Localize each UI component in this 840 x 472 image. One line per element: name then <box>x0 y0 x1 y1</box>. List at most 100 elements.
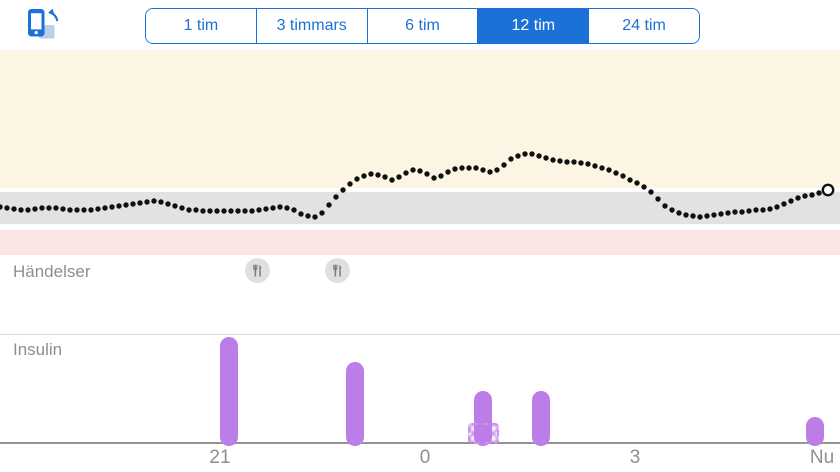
glucose-reading-dot <box>515 153 521 159</box>
glucose-reading-dot <box>403 170 409 176</box>
glucose-reading-dot <box>39 205 45 211</box>
glucose-reading-dot <box>67 207 73 213</box>
glucose-reading-dot <box>697 214 703 220</box>
glucose-reading-dot <box>438 173 444 179</box>
glucose-reading-dot <box>564 159 570 165</box>
glucose-reading-dot <box>214 208 220 214</box>
glucose-reading-dot <box>354 176 360 182</box>
glucose-reading-dot <box>60 206 66 212</box>
glucose-reading-dot <box>571 159 577 165</box>
glucose-reading-dot <box>459 165 465 171</box>
glucose-reading-dot <box>774 204 780 210</box>
segment-1h[interactable]: 1 tim <box>146 9 257 43</box>
glucose-reading-dot <box>319 210 325 216</box>
glucose-reading-dot <box>382 174 388 180</box>
glucose-reading-dot <box>809 192 815 198</box>
glucose-reading-dot <box>368 171 374 177</box>
meal-event-icon[interactable] <box>324 257 350 283</box>
time-axis <box>0 442 840 444</box>
glucose-reading-dot <box>508 156 514 162</box>
glucose-reading-dot <box>151 198 157 204</box>
glucose-reading-dot <box>746 208 752 214</box>
glucose-reading-dot <box>802 193 808 199</box>
glucose-reading-dot <box>592 163 598 169</box>
glucose-reading-dot <box>620 173 626 179</box>
glucose-reading-dot <box>529 151 535 157</box>
glucose-chart[interactable] <box>0 50 840 255</box>
insulin-bolus-bar <box>532 391 550 446</box>
fork-knife-icon <box>332 264 341 277</box>
extended-bolus-marker <box>468 423 499 444</box>
glucose-reading-dot <box>739 209 745 215</box>
glucose-reading-dot <box>270 205 276 211</box>
toolbar: 1 tim 3 timmars 6 tim 12 tim 24 tim <box>0 0 840 50</box>
glucose-reading-dot <box>725 210 731 216</box>
glucose-reading-dot <box>627 177 633 183</box>
glucose-reading-dot <box>53 205 59 211</box>
glucose-reading-dot <box>445 169 451 175</box>
glucose-reading-dot <box>158 199 164 205</box>
glucose-reading-dot <box>130 201 136 207</box>
section-divider <box>0 334 840 335</box>
glucose-reading-dot <box>186 207 192 213</box>
glucose-reading-dot <box>417 168 423 174</box>
meal-event-icon[interactable] <box>244 257 270 283</box>
insulin-bolus-bar <box>806 417 824 446</box>
glucose-reading-dot <box>242 208 248 214</box>
segment-6h[interactable]: 6 tim <box>367 9 479 43</box>
glucose-reading-dot <box>452 166 458 172</box>
time-axis-label: 21 <box>209 447 231 468</box>
glucose-reading-dot <box>116 203 122 209</box>
segment-3h[interactable]: 3 timmars <box>256 9 368 43</box>
glucose-reading-dot <box>347 181 353 187</box>
high-range-band <box>0 50 840 188</box>
fork-knife-icon <box>252 264 261 277</box>
glucose-reading-dot <box>74 207 80 213</box>
glucose-reading-dot <box>480 167 486 173</box>
rotate-phone-icon <box>28 8 59 39</box>
glucose-reading-dot <box>235 208 241 214</box>
glucose-reading-dot <box>424 171 430 177</box>
glucose-reading-dot <box>536 153 542 159</box>
glucose-reading-dot <box>298 211 304 217</box>
glucose-reading-dot <box>207 208 213 214</box>
glucose-reading-dot <box>11 206 17 212</box>
glucose-reading-dot <box>431 175 437 181</box>
glucose-reading-dot <box>340 187 346 193</box>
insulin-bolus-bar <box>220 337 238 446</box>
glucose-reading-dot <box>641 184 647 190</box>
glucose-reading-dot <box>599 165 605 171</box>
glucose-reading-dot <box>732 209 738 215</box>
time-axis-label: Nu <box>809 447 835 468</box>
glucose-reading-dot <box>0 204 3 210</box>
glucose-reading-dot <box>767 206 773 212</box>
glucose-reading-dot <box>550 157 556 163</box>
glucose-reading-dot <box>361 173 367 179</box>
events-label: Händelser <box>13 262 91 281</box>
glucose-reading-dot <box>788 198 794 204</box>
glucose-reading-dot <box>179 205 185 211</box>
glucose-reading-dot <box>228 208 234 214</box>
glucose-reading-dot <box>466 165 472 171</box>
glucose-reading-dot <box>816 190 822 196</box>
glucose-reading-dot <box>25 207 31 213</box>
glucose-reading-dot <box>333 194 339 200</box>
segment-12h[interactable]: 12 tim <box>478 9 590 43</box>
glucose-reading-dot <box>221 208 227 214</box>
glucose-reading-dot <box>648 189 654 195</box>
rotate-device-button[interactable] <box>22 5 62 45</box>
glucose-reading-dot <box>4 205 10 211</box>
glucose-reading-dot <box>683 212 689 218</box>
glucose-reading-dot <box>277 204 283 210</box>
glucose-reading-dot <box>613 170 619 176</box>
glucose-reading-dot <box>690 213 696 219</box>
glucose-reading-dot <box>487 169 493 175</box>
glucose-reading-dot <box>606 167 612 173</box>
glucose-reading-dot <box>634 180 640 186</box>
glucose-reading-dot <box>123 202 129 208</box>
segment-24h[interactable]: 24 tim <box>589 9 699 43</box>
glucose-reading-dot <box>305 213 311 219</box>
glucose-reading-dot <box>662 203 668 209</box>
glucose-reading-dot <box>165 201 171 207</box>
